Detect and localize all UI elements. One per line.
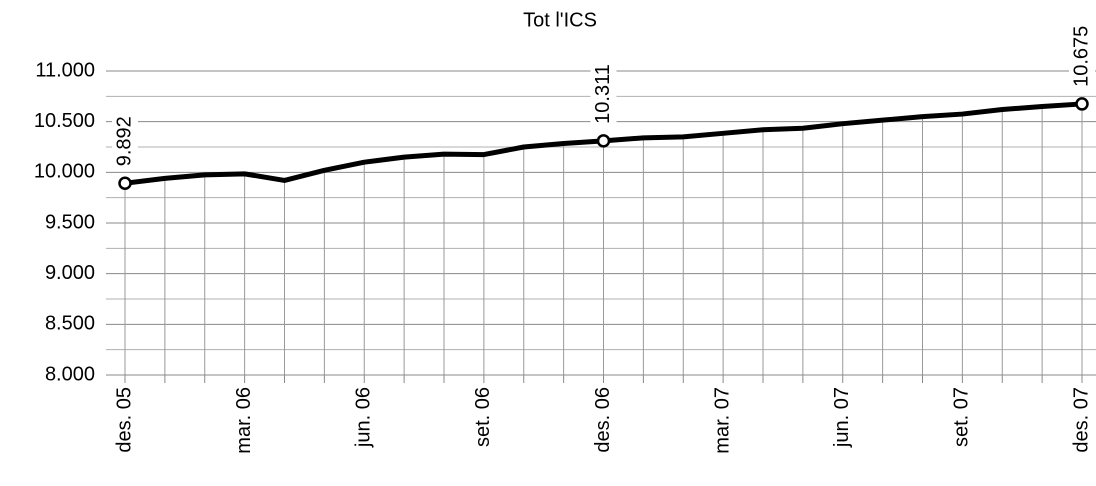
x-tick-label: mar. 07 bbox=[711, 387, 733, 454]
x-tick-label: des. 06 bbox=[592, 387, 614, 453]
x-tick-label: set. 07 bbox=[951, 387, 973, 447]
data-label-bg bbox=[590, 51, 617, 127]
data-label-bg bbox=[112, 105, 138, 170]
y-tick-label: 8.500 bbox=[45, 313, 95, 335]
x-tick-label: set. 06 bbox=[472, 387, 494, 447]
data-label-bg bbox=[1069, 14, 1095, 90]
data-point bbox=[1075, 97, 1089, 111]
y-tick-label: 10.000 bbox=[34, 161, 95, 183]
x-tick-label: des. 05 bbox=[113, 387, 135, 453]
data-point bbox=[118, 176, 132, 191]
x-tick-label: mar. 06 bbox=[233, 387, 255, 454]
data-point bbox=[596, 134, 611, 148]
data-label: 10.311 bbox=[592, 64, 614, 124]
data-label: 10.675 bbox=[1070, 26, 1092, 87]
x-tick-label: des. 07 bbox=[1070, 387, 1092, 453]
y-tick-label: 9.500 bbox=[45, 211, 95, 233]
x-tick-label: jun. 06 bbox=[353, 387, 375, 448]
x-tick-label: jun. 07 bbox=[831, 387, 853, 448]
y-tick-label: 10.500 bbox=[34, 110, 95, 132]
data-label: 9.892 bbox=[113, 116, 135, 166]
y-tick-label: 9.000 bbox=[45, 262, 95, 284]
chart-title: Tot l'ICS bbox=[523, 9, 597, 31]
y-tick-label: 8.000 bbox=[45, 363, 95, 385]
y-tick-label: 11.000 bbox=[35, 59, 95, 81]
